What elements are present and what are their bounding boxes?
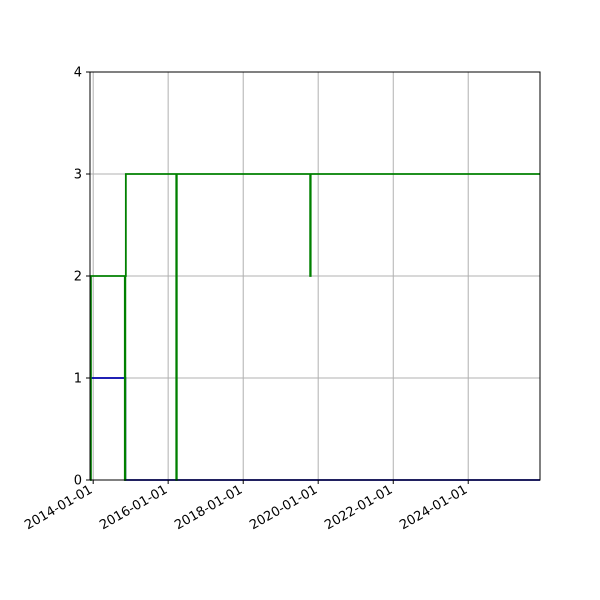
y-tick-label: 3 <box>74 168 82 183</box>
y-tick-label: 2 <box>74 270 82 285</box>
x-tick-label: 2016-01-01 <box>97 482 170 533</box>
x-tick-label: 2014-01-01 <box>22 482 95 533</box>
x-tick-label: 2018-01-01 <box>172 482 245 533</box>
axes: 0 1 2 3 4 2014-01-01 2016-01-01 2018-01-01 2020-… <box>22 66 470 534</box>
x-tick-label: 2022-01-01 <box>322 482 395 533</box>
x-tick-label: 2020-01-01 <box>247 482 320 533</box>
x-tick-label: 2024-01-01 <box>397 482 470 533</box>
series-layer <box>90 173 540 481</box>
y-tick-label: 0 <box>74 474 82 489</box>
grid <box>90 71 540 481</box>
series-2-line <box>90 173 540 481</box>
y-tick-label: 4 <box>74 66 82 81</box>
y-tick-label: 1 <box>74 372 82 387</box>
series-1-line <box>90 377 540 481</box>
